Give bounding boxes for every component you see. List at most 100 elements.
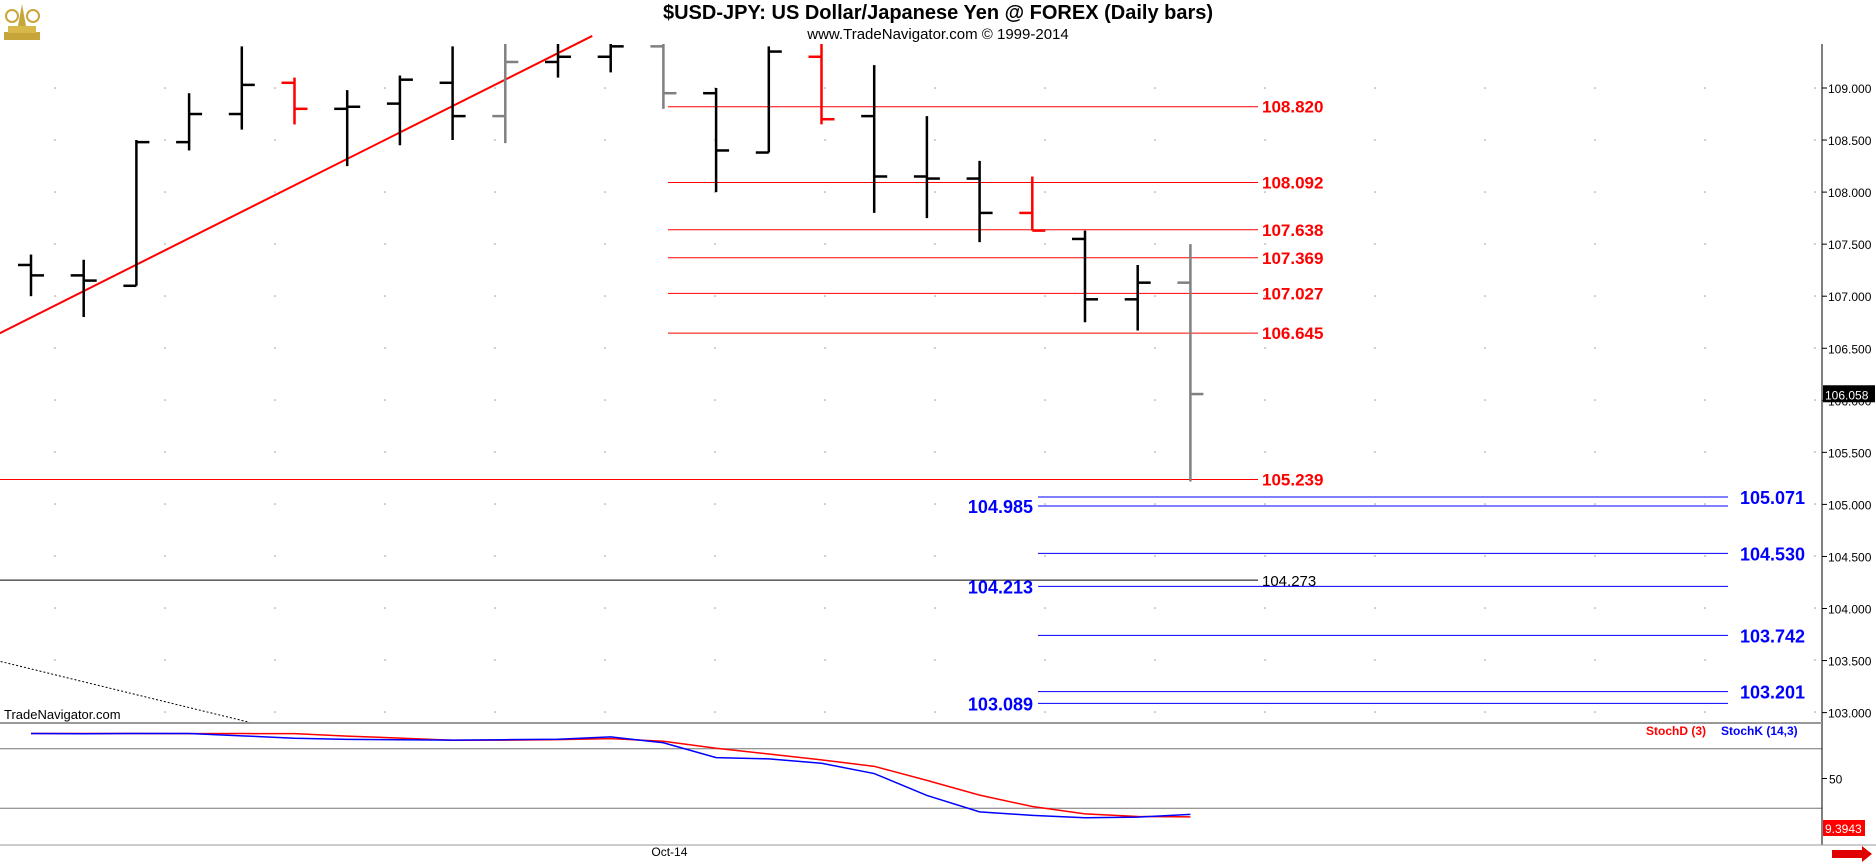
grid-dot — [1044, 191, 1046, 193]
grid-dot — [494, 711, 496, 713]
grid-dot — [1264, 503, 1266, 505]
grid-dot — [54, 399, 56, 401]
grid-dot — [1044, 451, 1046, 453]
support-label: 104.273 — [1262, 573, 1316, 590]
fib-red-label: 107.369 — [1262, 249, 1323, 268]
grid-dot — [1154, 555, 1156, 557]
grid-dot — [1264, 295, 1266, 297]
grid-dot — [274, 451, 276, 453]
grid-dot — [494, 503, 496, 505]
stoch-series-line — [30, 732, 1191, 818]
grid-dot — [1154, 451, 1156, 453]
y-tick-label: 108.000 — [1828, 186, 1872, 200]
grid-dot — [934, 139, 936, 141]
fib-blue-label: 105.071 — [1740, 488, 1805, 508]
grid-dot — [934, 191, 936, 193]
grid-dot — [604, 191, 606, 193]
grid-dot — [1594, 451, 1596, 453]
grid-dot — [1704, 659, 1706, 661]
grid-dot — [1814, 555, 1816, 557]
grid-dot — [494, 243, 496, 245]
grid-dot — [1374, 139, 1376, 141]
grid-dot — [384, 243, 386, 245]
grid-dot — [54, 243, 56, 245]
price-bar — [861, 65, 888, 213]
grid-dot — [494, 87, 496, 89]
grid-dot — [384, 399, 386, 401]
grid-dot — [824, 87, 826, 89]
trade-navigator-logo-icon — [4, 4, 40, 40]
grid-dot — [1594, 503, 1596, 505]
grid-dot — [1264, 347, 1266, 349]
price-bar — [1124, 264, 1151, 331]
grid-dot — [1044, 347, 1046, 349]
price-bar — [1177, 244, 1204, 482]
grid-dot — [714, 295, 716, 297]
grid-dot — [1594, 295, 1596, 297]
stoch-value-badge — [1823, 820, 1865, 836]
grid-dot — [494, 555, 496, 557]
fib-blue-label: 104.985 — [968, 497, 1033, 517]
grid-dot — [1374, 399, 1376, 401]
price-plot: 108.820 108.092 107.638 107.369 107.027 106.6… — [0, 35, 1805, 724]
grid-dot — [1264, 555, 1266, 557]
y-tick-label: 107.000 — [1828, 290, 1872, 304]
grid-dot — [1704, 191, 1706, 193]
grid-dot — [384, 347, 386, 349]
x-tick-label: Oct-14 — [651, 845, 687, 859]
grid-dot — [1374, 191, 1376, 193]
grid-dot — [494, 659, 496, 661]
grid-dot — [1704, 295, 1706, 297]
price-bar — [439, 46, 466, 141]
price-bar — [228, 46, 255, 130]
grid-dot — [384, 295, 386, 297]
grid-dot — [54, 139, 56, 141]
grid-dot — [274, 87, 276, 89]
grid-dot — [1044, 139, 1046, 141]
last-price-label: 106.058 — [1825, 388, 1869, 402]
grid-dot — [164, 87, 166, 89]
grid-dot — [384, 191, 386, 193]
grid-dot — [714, 451, 716, 453]
y-tick-label: 103.000 — [1828, 707, 1872, 721]
price-bar — [492, 44, 519, 144]
grid-dot — [1594, 139, 1596, 141]
fib-blue-label: 103.089 — [968, 694, 1033, 714]
grid-dot — [1594, 87, 1596, 89]
grid-dot — [1264, 399, 1266, 401]
grid-dot — [54, 87, 56, 89]
grid-dot — [1374, 451, 1376, 453]
fib-red-label: 106.645 — [1262, 324, 1323, 343]
grid-dot — [1374, 659, 1376, 661]
grid-dot — [1044, 659, 1046, 661]
stoch-series-line — [30, 732, 1191, 819]
grid-dot — [1484, 711, 1486, 713]
grid-dot — [1484, 659, 1486, 661]
grid-dot — [1814, 711, 1816, 713]
y-axis: 109.000 108.500 108.000 107.500 107.000 106.5… — [0, 44, 1876, 862]
grid-dot — [1154, 347, 1156, 349]
grid-dot — [274, 503, 276, 505]
grid-dot — [384, 503, 386, 505]
price-bar — [18, 254, 44, 297]
grid-dot — [934, 347, 936, 349]
grid-dot — [824, 451, 826, 453]
grid-dot — [604, 347, 606, 349]
last-price-badge — [1823, 385, 1875, 403]
grid-dot — [1594, 555, 1596, 557]
grid-dot — [1154, 87, 1156, 89]
grid-dot — [54, 191, 56, 193]
grid-dot — [1154, 295, 1156, 297]
grid-dot — [824, 347, 826, 349]
grid-dot — [164, 711, 166, 713]
grid-dot — [1044, 399, 1046, 401]
chart-title: $USD-JPY: US Dollar/Japanese Yen @ FOREX… — [662, 2, 1214, 24]
grid-dot — [1594, 659, 1596, 661]
grid-dot — [384, 659, 386, 661]
grid-dot — [164, 399, 166, 401]
grid-dot — [384, 451, 386, 453]
fib-blue-label: 104.213 — [968, 577, 1033, 597]
grid-dot — [1814, 659, 1816, 661]
fib-red-label: 107.638 — [1262, 221, 1323, 240]
grid-dot — [1044, 87, 1046, 89]
